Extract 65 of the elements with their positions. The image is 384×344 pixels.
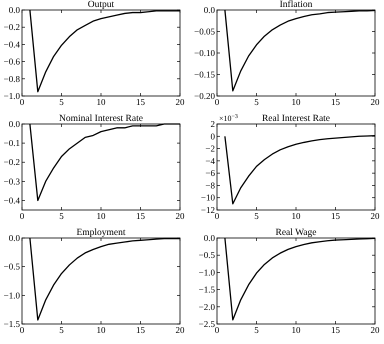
y-tick-label: −1.0: [4, 91, 20, 101]
chart-title: Nominal Interest Rate: [59, 114, 143, 124]
y-tick-label: −2.0: [198, 302, 216, 312]
y-tick-label: 0.0: [204, 233, 216, 243]
y-tick-label: −0.20: [194, 91, 216, 101]
x-tick-label: 15: [331, 325, 340, 335]
x-tick-label: 20: [176, 325, 185, 335]
y-tick-label: −0.05: [194, 26, 216, 36]
x-tick-label: 5: [59, 325, 64, 335]
y-tick-label: −4: [205, 156, 216, 166]
text: ×10$^{−3}$: [219, 114, 238, 123]
chart-title: Inflation: [280, 0, 313, 10]
y-tick-label: −1.5: [4, 319, 20, 329]
chart-title: Output: [88, 0, 115, 10]
x-tick-label: 5: [254, 211, 260, 221]
x-tick-label: 20: [370, 325, 380, 335]
x-tick-label: 15: [136, 97, 146, 107]
x-tick-label: 15: [331, 97, 340, 107]
x-tick-label: 5: [254, 325, 260, 335]
y-tick-label: 0.0: [8, 233, 20, 243]
chart-title: Real Wage: [275, 228, 317, 238]
y-tick-label: −8: [205, 180, 216, 190]
y-tick-label: −10: [200, 192, 216, 203]
y-tick-label: −0.2: [4, 22, 20, 32]
x-tick-label: 15: [331, 211, 340, 221]
x-tick-label: 10: [96, 97, 106, 107]
y-tick-label: −0.8: [4, 74, 20, 84]
y-tick-label: 0.0: [8, 119, 20, 129]
x-tick-label: 5: [254, 97, 260, 107]
y-tick-label: −1.0: [198, 267, 216, 278]
x-tick-label: 20: [370, 97, 380, 107]
y-tick-label: 2: [210, 119, 215, 129]
x-tick-label: 5: [59, 97, 64, 107]
x-tick-label: 10: [292, 325, 301, 335]
y-tick-label: −0.15: [194, 70, 216, 80]
x-tick-label: 20: [176, 97, 185, 107]
y-tick-label: 0.0: [204, 5, 216, 15]
x-tick-label: 10: [292, 97, 301, 107]
y-tick-label: −1.5: [198, 284, 216, 295]
x-tick-label: 5: [59, 211, 64, 221]
x-tick-label: 10: [96, 325, 106, 335]
y-tick-label: 0.0: [8, 5, 20, 15]
y-tick-label: 0: [210, 131, 216, 142]
y-tick-label: −1.0: [4, 290, 20, 300]
chart-title: Real Interest Rate: [262, 114, 330, 124]
y-tick-label: −2.5: [198, 319, 216, 329]
y-tick-label: −0.10: [194, 48, 216, 58]
y-tick-label: −0.2: [4, 157, 20, 168]
y-tick-label: −0.4: [4, 195, 20, 206]
y-tick-label: −0.4: [4, 39, 20, 50]
x-tick-label: 10: [96, 211, 106, 221]
x-tick-label: 20: [370, 211, 380, 221]
x-tick-label: 15: [136, 211, 146, 221]
y-tick-label: −6: [205, 168, 216, 178]
y-tick-label: −0.6: [4, 56, 20, 67]
x-tick-label: 15: [136, 325, 146, 335]
y-tick-label: −2: [205, 144, 215, 154]
y-tick-label: −12: [200, 205, 215, 215]
y-tick-label: −0.5: [198, 250, 216, 260]
y-tick-label: −0.1: [4, 138, 20, 148]
x-tick-label: 20: [176, 211, 185, 221]
x-tick-label: 10: [292, 211, 301, 221]
chart-title: Employment: [76, 228, 126, 238]
y-tick-label: −0.5: [4, 262, 20, 272]
y-tick-label: −0.3: [4, 176, 20, 186]
